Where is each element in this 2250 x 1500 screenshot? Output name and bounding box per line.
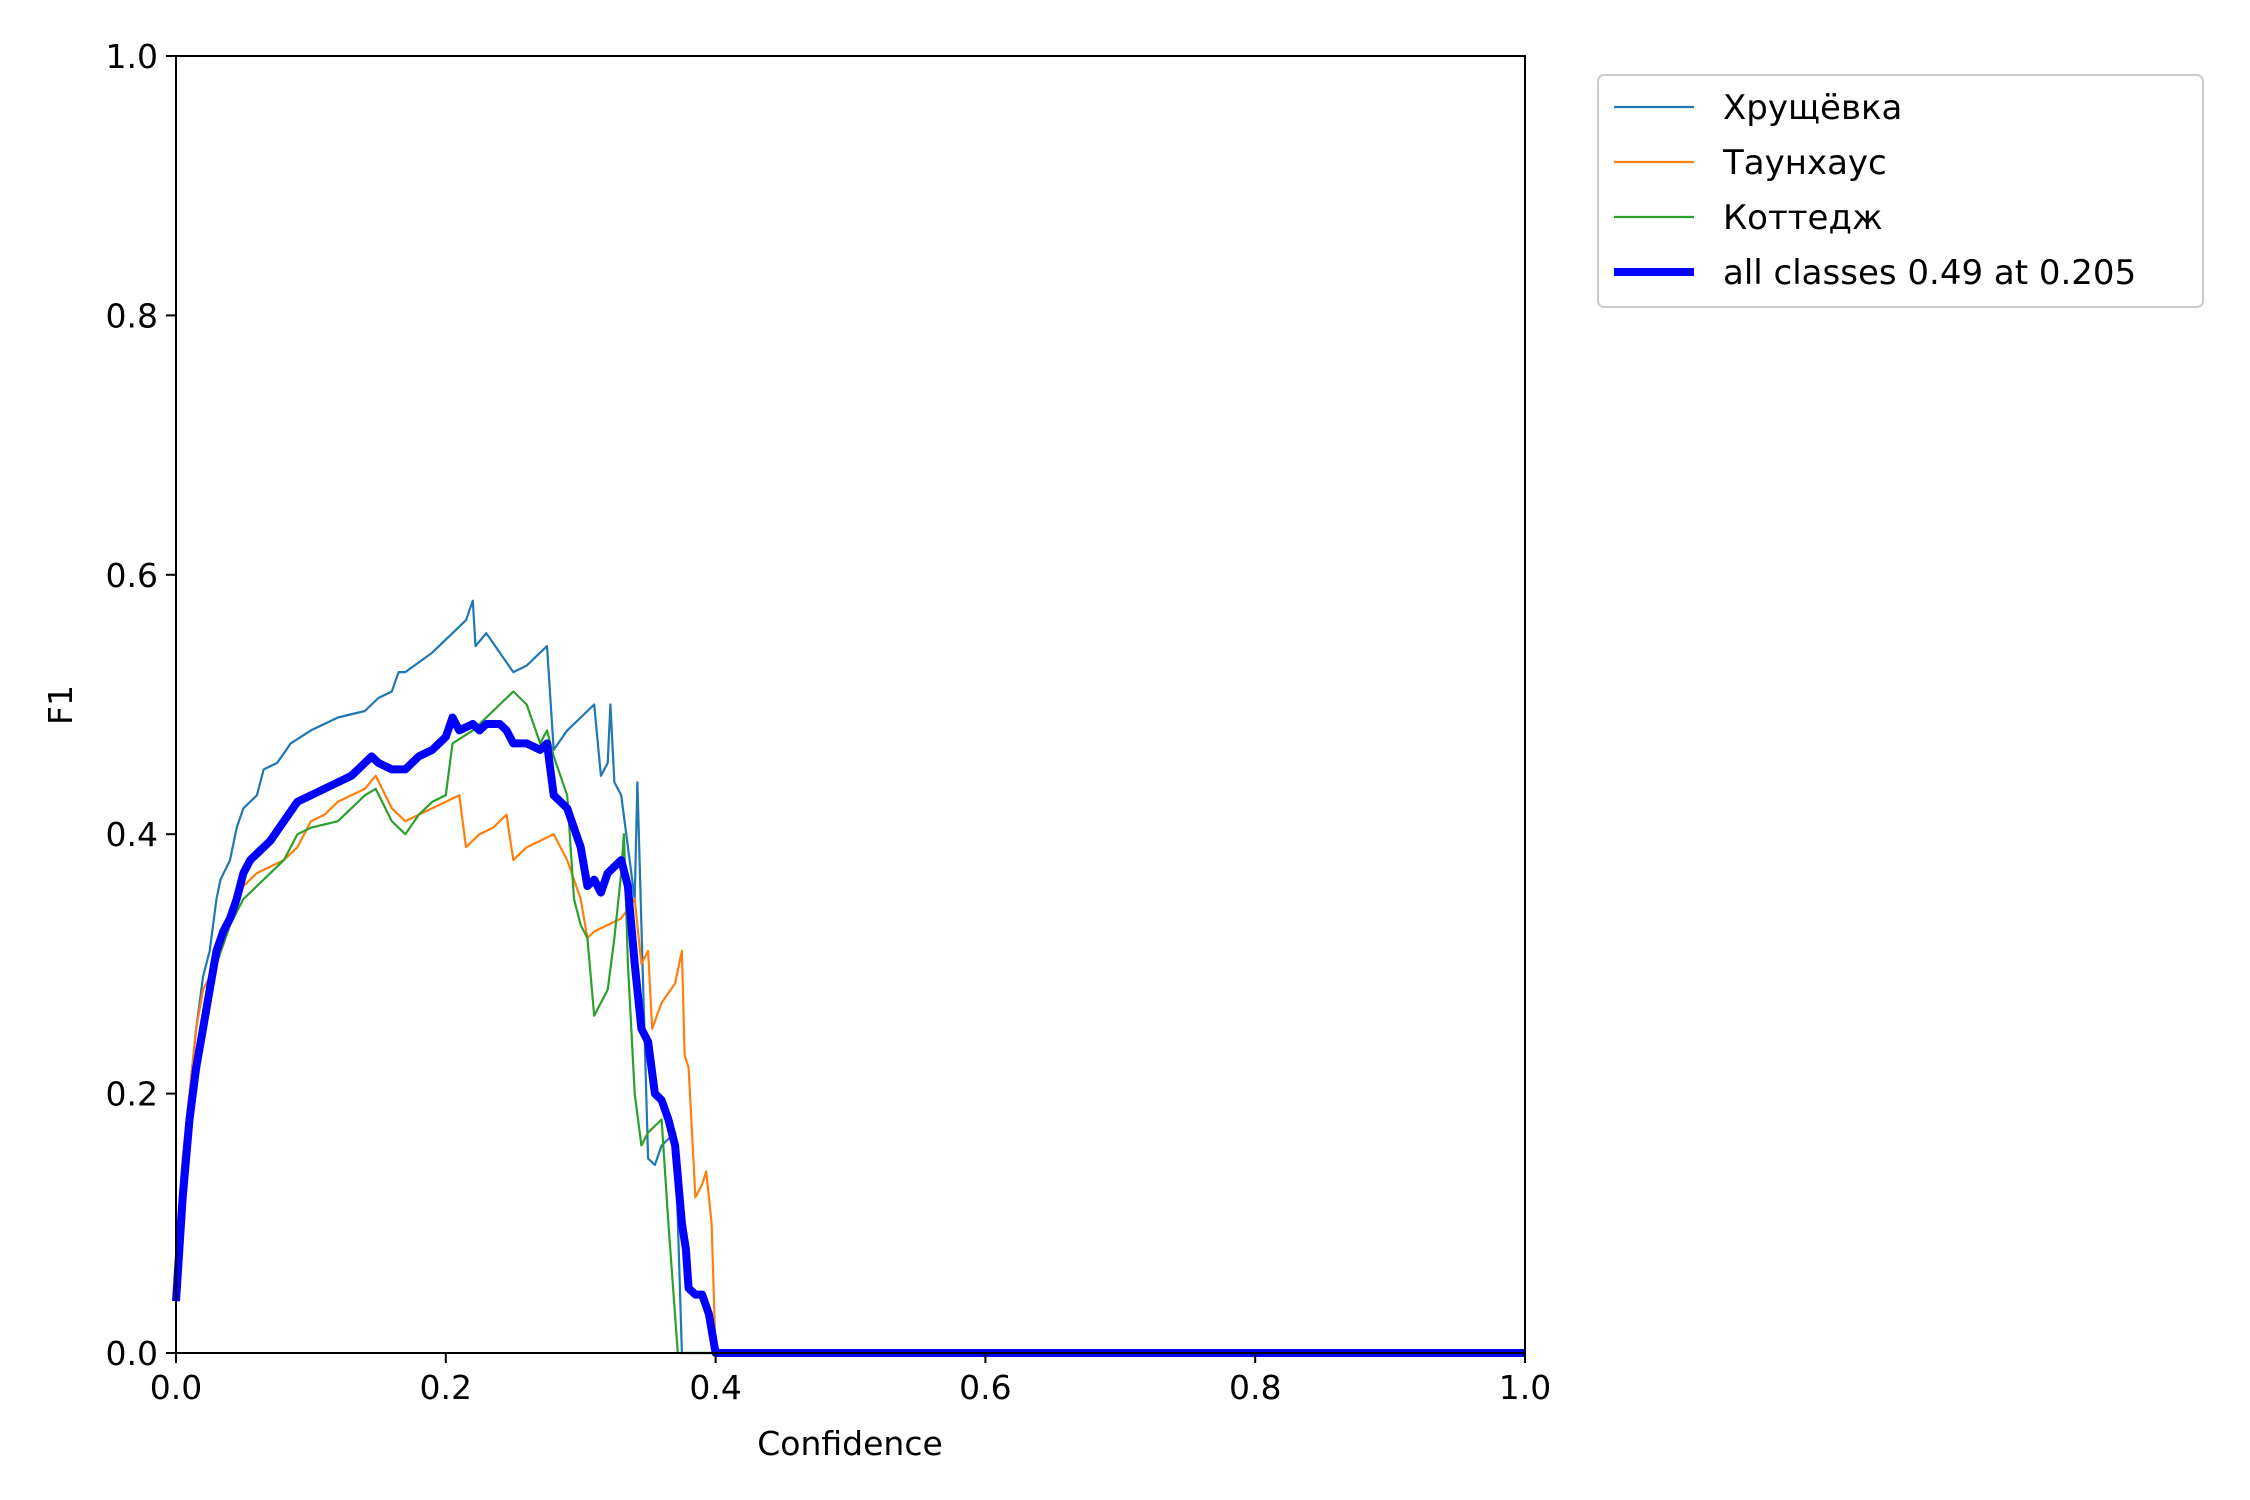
series-layer [172, 599, 1525, 1357]
y-tick-label: 1.0 [106, 37, 158, 76]
y-axis: 0.0 0.2 0.4 0.6 0.8 1.0 [106, 37, 176, 1373]
legend-label-0: Хрущёвка [1723, 88, 1902, 128]
legend-frame [1597, 74, 2204, 308]
legend-label-2: Коттедж [1723, 198, 1883, 238]
x-tick-label: 0.0 [150, 1368, 202, 1407]
y-tick-label: 0.2 [106, 1075, 158, 1114]
plot-area-frame [175, 55, 1526, 1354]
legend-label-1: Таунхаус [1722, 143, 1887, 183]
y-tick-label: 0.0 [106, 1334, 158, 1373]
x-tick-label: 0.4 [689, 1368, 741, 1407]
y-axis-label: F1 [41, 685, 80, 725]
legend: Хрущёвка Таунхаус Коттедж all classes 0.49 … [1597, 74, 2204, 308]
y-tick-label: 0.6 [106, 556, 158, 595]
series-line-3 [172, 713, 1525, 1357]
y-tick-label: 0.8 [106, 296, 158, 335]
x-tick-label: 1.0 [1499, 1368, 1551, 1407]
x-tick-label: 0.2 [420, 1368, 472, 1407]
series-line-2 [174, 690, 1525, 1355]
x-axis: 0.0 0.2 0.4 0.6 0.8 1.0 [150, 1353, 1551, 1407]
legend-label-3: all classes 0.49 at 0.205 [1723, 253, 2136, 293]
series-line-1 [174, 774, 1525, 1355]
x-tick-label: 0.8 [1229, 1368, 1281, 1407]
y-tick-label: 0.4 [106, 815, 158, 854]
series-line-0 [174, 599, 1525, 1355]
x-tick-label: 0.6 [959, 1368, 1011, 1407]
x-axis-label: Confidence [757, 1424, 943, 1463]
